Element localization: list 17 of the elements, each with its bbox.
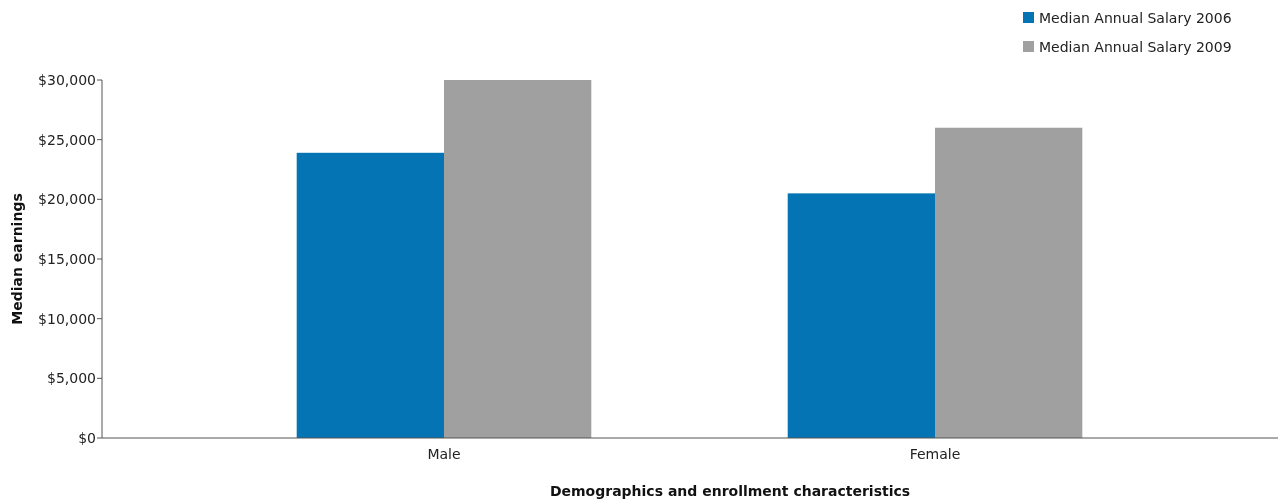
y-tick-label: $5,000 [47,370,96,387]
x-tick-label: Female [909,446,961,462]
y-tick-label: $25,000 [38,131,96,148]
x-tick-label: Male [427,446,461,462]
y-axis-title: Median earnings [9,193,25,325]
bar [296,152,444,438]
bar [787,193,935,438]
y-tick-label: $0 [78,429,96,446]
y-tick-label: $30,000 [38,71,96,88]
y-tick-label: $10,000 [38,310,96,327]
bar [935,127,1083,438]
bar [444,80,592,438]
legend-label: Median Annual Salary 2006 [1039,9,1232,26]
x-axis-title: Demographics and enrollment characteristics [549,483,911,499]
legend-label: Median Annual Salary 2009 [1039,38,1232,55]
y-tick-label: $20,000 [38,191,96,208]
y-tick-label: $15,000 [38,250,96,267]
